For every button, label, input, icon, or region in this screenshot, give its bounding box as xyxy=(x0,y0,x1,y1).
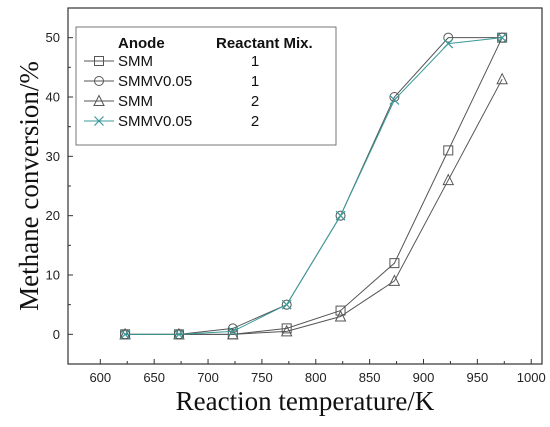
x-axis-title: Reaction temperature/K xyxy=(176,386,435,416)
legend-entry: SMM 1 xyxy=(84,53,259,70)
data-point xyxy=(335,210,346,221)
data-point xyxy=(389,258,400,269)
data-point xyxy=(281,299,292,310)
data-point xyxy=(227,326,238,337)
data-point xyxy=(443,145,454,156)
x-tick-label: 800 xyxy=(305,370,327,385)
legend-marker xyxy=(94,116,104,126)
series-line xyxy=(125,37,503,335)
x-tick-label: 650 xyxy=(143,370,165,385)
y-tick-label: 40 xyxy=(46,90,60,105)
data-point xyxy=(442,173,455,186)
data-point xyxy=(120,329,131,340)
x-tick-label: 700 xyxy=(197,370,219,385)
x-tick-label: 600 xyxy=(89,370,111,385)
data-point xyxy=(281,299,292,310)
legend-mix: 1 xyxy=(251,73,259,90)
legend-mix: 2 xyxy=(251,113,259,130)
y-tick-label: 50 xyxy=(46,30,60,45)
legend-mix: 2 xyxy=(251,93,259,110)
series-4 xyxy=(120,32,508,340)
data-point xyxy=(174,329,184,340)
legend-header-anode: Anode xyxy=(118,35,165,52)
legend-marker xyxy=(94,56,104,66)
data-point xyxy=(497,32,508,43)
data-point xyxy=(388,274,401,286)
y-tick-label: 0 xyxy=(53,327,60,342)
legend-entries: SMM 1 SMMV0.05 1 SMM 2 SMMV0.05 2 xyxy=(84,53,259,130)
data-point xyxy=(227,323,238,334)
y-tick-label: 30 xyxy=(46,149,60,164)
legend-entry: SMMV0.05 1 xyxy=(84,73,259,90)
x-tick-label: 850 xyxy=(359,370,381,385)
legend-header-mix: Reactant Mix. xyxy=(216,35,313,52)
legend-anode: SMM xyxy=(118,93,153,110)
x-tick-label: 1000 xyxy=(517,370,546,385)
data-point xyxy=(443,38,454,49)
legend-anode: SMMV0.05 xyxy=(118,73,192,90)
data-point xyxy=(389,92,400,102)
series-layer xyxy=(119,32,508,340)
data-point xyxy=(335,210,346,221)
data-point xyxy=(335,305,346,316)
y-tick-label: 20 xyxy=(46,208,60,223)
legend-anode: SMM xyxy=(118,53,153,70)
data-point xyxy=(334,309,347,322)
legend-marker xyxy=(93,94,105,106)
data-point xyxy=(280,324,293,337)
legend-box xyxy=(75,26,337,146)
data-point xyxy=(496,72,508,85)
y-axis-title: Methane conversion/% xyxy=(14,61,44,311)
legend-anode: SMMV0.05 xyxy=(118,113,192,130)
data-point xyxy=(281,323,292,334)
data-point xyxy=(443,32,454,43)
legend-entry: SMMV0.05 2 xyxy=(84,113,259,130)
legend-entry: SMM 2 xyxy=(84,93,259,110)
legend-marker xyxy=(94,76,104,86)
data-point xyxy=(389,95,400,105)
tick-labels: 600 650 700 750 800 850 900 950 1000 0 10 20 30 40 50 xyxy=(46,30,546,385)
x-tick-label: 900 xyxy=(413,370,435,385)
x-tick-label: 950 xyxy=(467,370,489,385)
tick-marks xyxy=(68,37,532,364)
legend-mix: 1 xyxy=(251,53,259,70)
y-tick-label: 10 xyxy=(46,268,60,283)
x-tick-label: 750 xyxy=(251,370,273,385)
